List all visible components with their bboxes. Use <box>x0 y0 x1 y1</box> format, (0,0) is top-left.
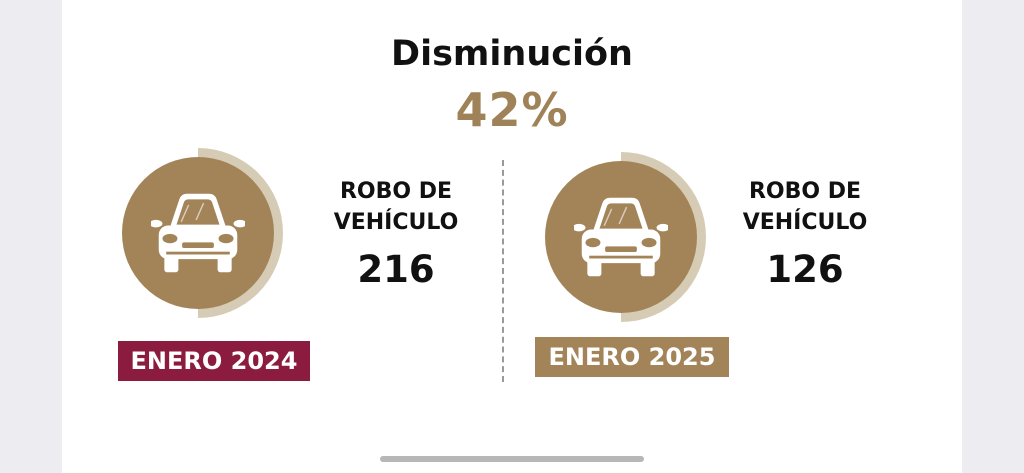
stat-label-line2: VEHÍCULO <box>742 210 868 235</box>
stat-label-line1: ROBO DE <box>339 179 453 204</box>
car-icon <box>574 197 668 277</box>
stat-value: 126 <box>766 248 844 291</box>
stat-value: 216 <box>357 248 435 291</box>
stat-label-line2: VEHÍCULO <box>333 210 459 235</box>
car-badge-circle <box>545 161 697 313</box>
stat-label-2025: ROBO DE VEHÍCULO 126 <box>727 176 883 291</box>
decrease-percentage: 42% <box>455 83 569 137</box>
car-badge-circle <box>122 157 274 309</box>
period-badge-2024: ENERO 2024 <box>118 341 310 381</box>
home-indicator[interactable] <box>380 456 644 462</box>
stat-label-line1: ROBO DE <box>748 179 862 204</box>
dashed-divider <box>502 160 504 382</box>
period-badge-2025: ENERO 2025 <box>535 337 729 377</box>
infographic-card: Disminución 42% <box>62 0 962 473</box>
stat-label-2024: ROBO DE VEHÍCULO 216 <box>318 176 474 291</box>
page-title: Disminución <box>391 34 633 74</box>
stat-enero-2025 <box>543 150 713 325</box>
car-icon <box>151 193 245 273</box>
stat-enero-2024 <box>120 146 290 321</box>
